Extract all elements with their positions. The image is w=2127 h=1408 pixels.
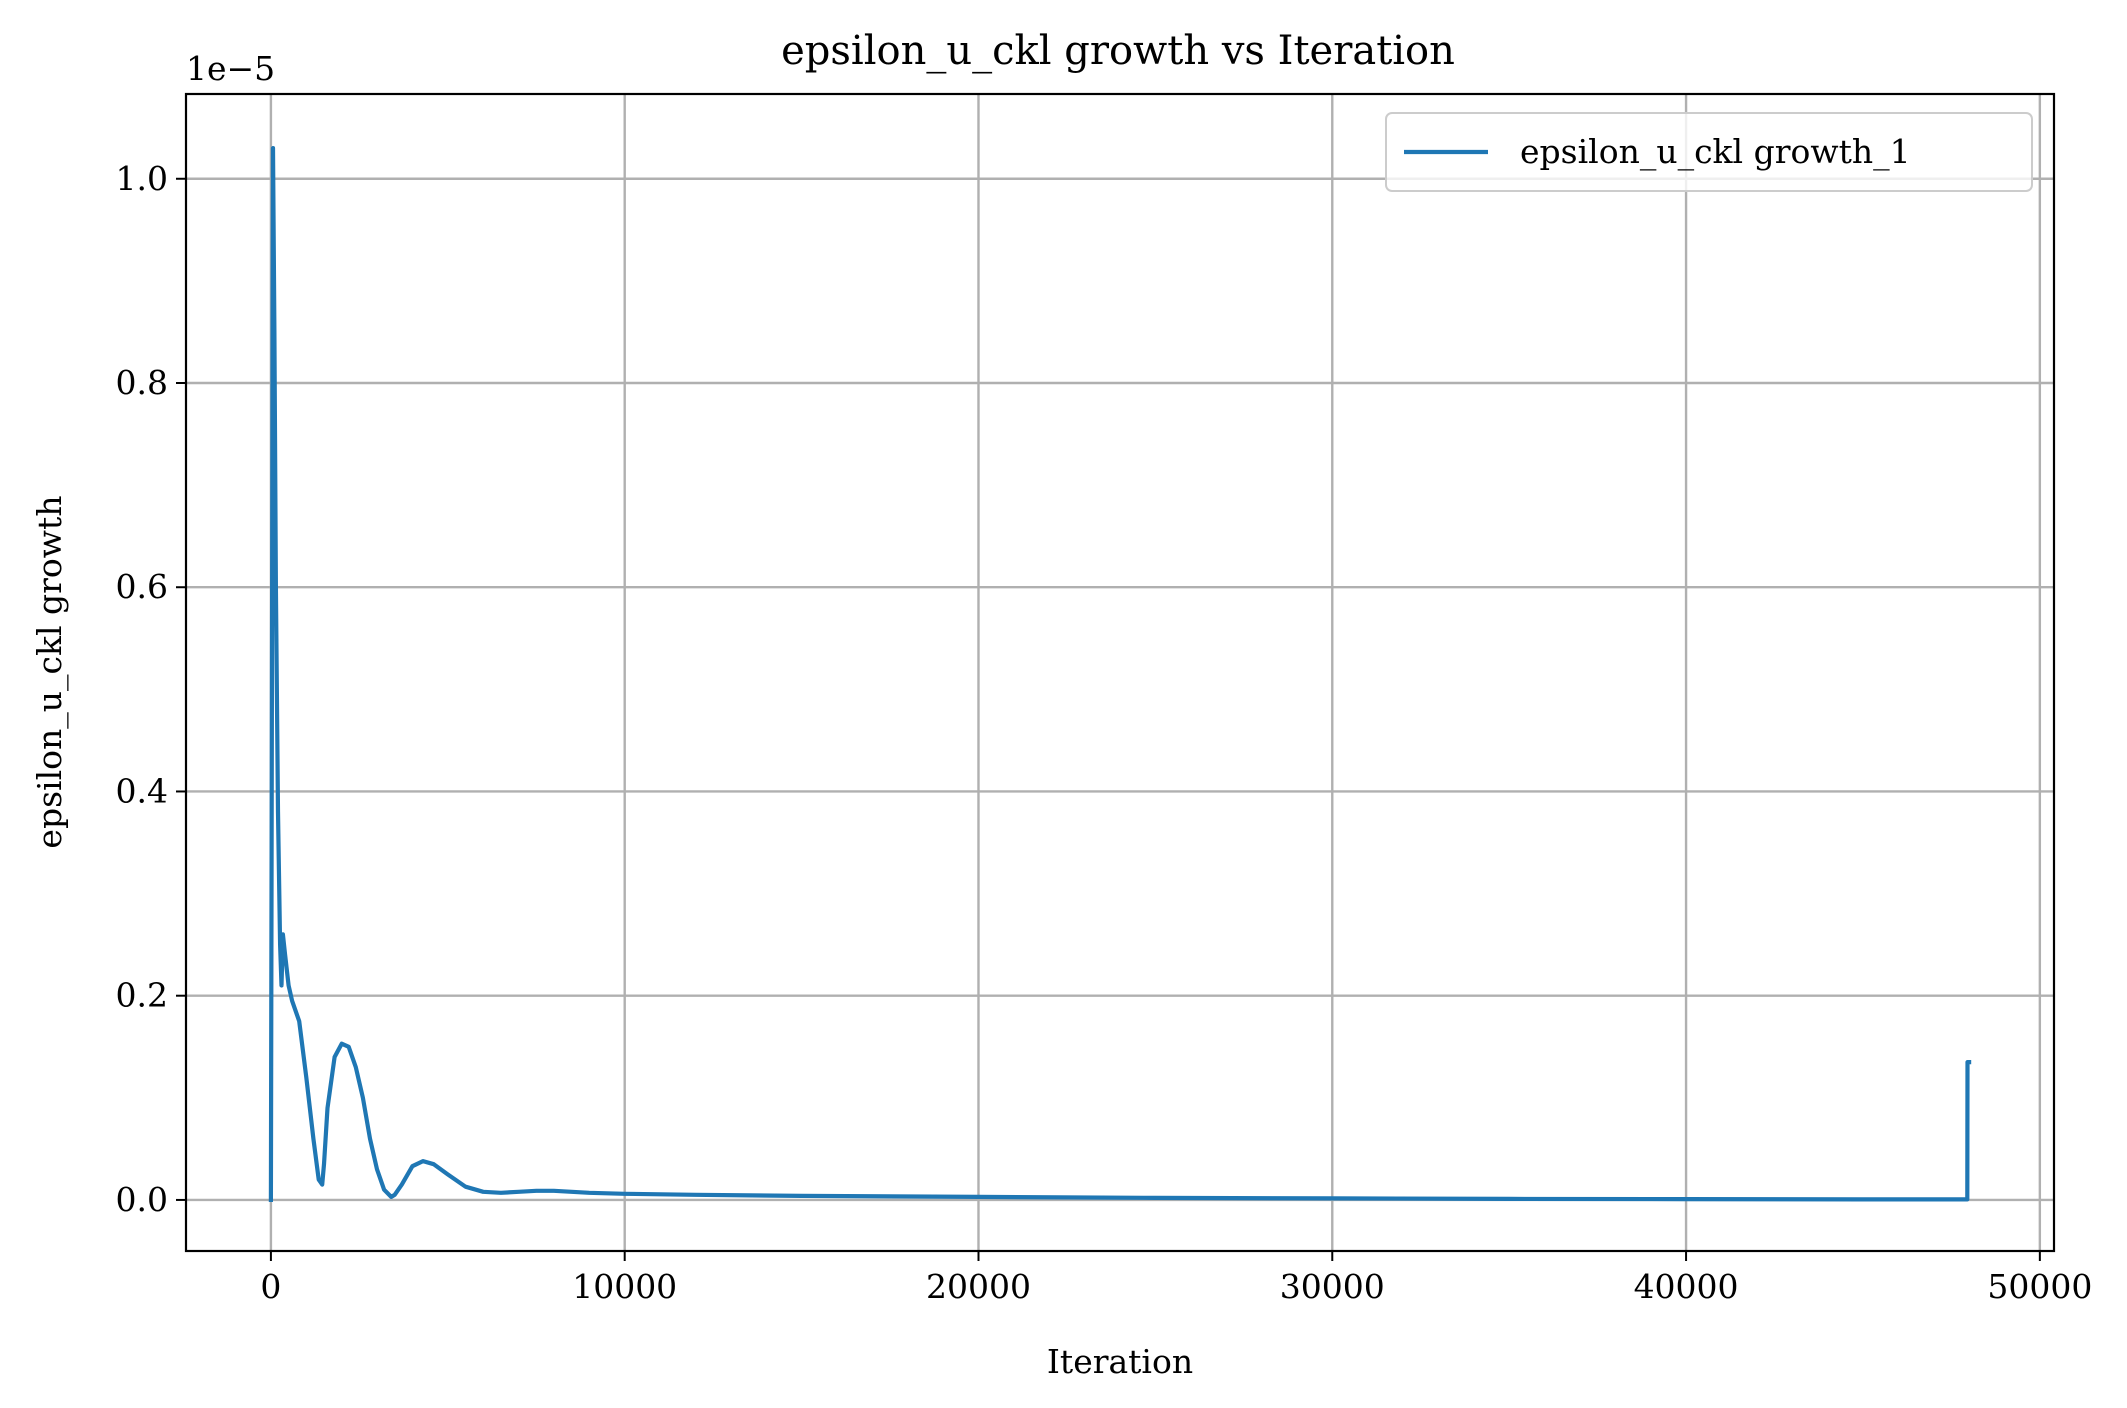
x-tick-label: 40000 — [1634, 1267, 1739, 1306]
x-tick-label: 0 — [260, 1267, 281, 1306]
y-axis-label: epsilon_u_ckl growth — [30, 495, 70, 848]
x-tick-label: 50000 — [1987, 1267, 2092, 1306]
x-tick-label: 30000 — [1280, 1267, 1385, 1306]
y-tick-label: 1.0 — [116, 159, 168, 198]
y-tick-label: 0.0 — [116, 1180, 168, 1219]
y-tick-label: 0.6 — [116, 567, 168, 606]
x-tick-label: 20000 — [926, 1267, 1031, 1306]
legend: epsilon_u_ckl growth_1 — [1385, 112, 2033, 192]
x-axis: 0 10000 20000 30000 40000 50000 — [260, 1251, 2092, 1306]
legend-box — [1385, 112, 2033, 192]
y-tick-label: 0.8 — [116, 363, 168, 402]
series-line — [268, 146, 1972, 1203]
x-tick-label: 10000 — [572, 1267, 677, 1306]
y-tick-label: 0.2 — [116, 976, 168, 1015]
y-axis: 0.0 0.2 0.4 0.6 0.8 1.0 — [116, 159, 186, 1219]
y-offset-label: 1e−5 — [186, 49, 275, 88]
legend-entry-label: epsilon_u_ckl growth_1 — [1520, 132, 1911, 172]
chart-title: epsilon_u_ckl growth vs Iteration — [781, 28, 1455, 74]
y-tick-label: 0.4 — [116, 771, 168, 810]
plot-frame — [184, 92, 2056, 1253]
series-layer — [268, 146, 1972, 1203]
x-axis-label: Iteration — [1047, 1342, 1193, 1381]
